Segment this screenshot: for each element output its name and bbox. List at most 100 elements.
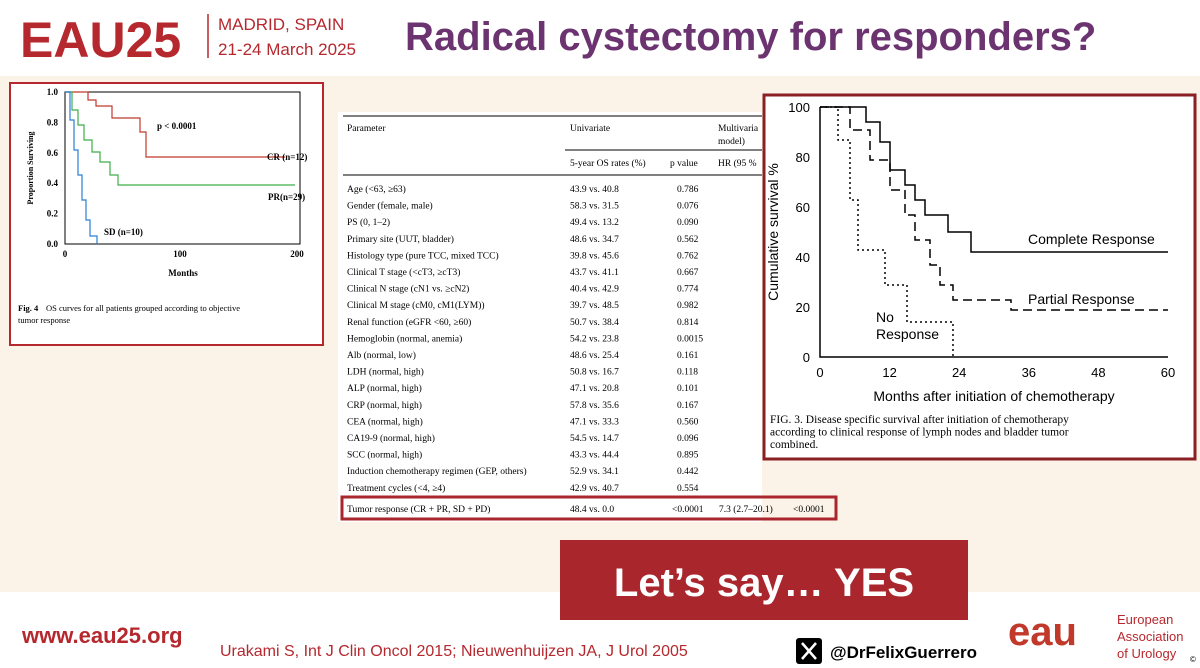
org-name: Association <box>1117 629 1183 644</box>
table-cell: 48.6 vs. 25.4 <box>570 351 619 361</box>
x-tick-label: 48 <box>1091 365 1105 380</box>
y-tick-label: 0.4 <box>47 178 59 188</box>
table-cell: 47.1 vs. 20.8 <box>570 384 619 394</box>
y-tick-label: 0.2 <box>47 209 59 219</box>
cr-curve <box>65 91 285 158</box>
y-tick-label: 0 <box>803 350 810 365</box>
table-cell: 49.4 vs. 13.2 <box>570 218 619 228</box>
table-cell: 0.667 <box>677 268 699 278</box>
table-cell: 50.8 vs. 16.7 <box>570 368 619 378</box>
table-cell-highlight: Tumor response (CR + PR, SD + PD) <box>347 504 490 515</box>
curve-label: PR(n=29) <box>268 192 305 202</box>
table-cell: 39.8 vs. 45.6 <box>570 251 619 261</box>
y-tick-label: 40 <box>796 250 810 265</box>
caption: FIG. 3. Disease specific survival after … <box>770 414 1069 426</box>
caption-label: Fig. 4 <box>18 303 39 313</box>
complete-curve <box>820 106 1168 253</box>
table-cell: Clinical N stage (cN1 vs. ≥cN2) <box>347 284 469 295</box>
x-tick-label: 200 <box>290 249 304 259</box>
x-tick-label: 60 <box>1161 365 1175 380</box>
table-cell: CRP (normal, high) <box>347 400 422 411</box>
table-cell: Age (<63, ≥63) <box>347 184 406 195</box>
table-cell: Gender (female, male) <box>347 201 433 212</box>
table-cell: 43.9 vs. 40.8 <box>570 185 619 195</box>
table-cell: 40.4 vs. 42.9 <box>570 285 619 295</box>
y-axis-label: Cumulative survival % <box>765 163 781 301</box>
curve-label: Response <box>876 326 939 342</box>
right-axes <box>819 107 1168 358</box>
x-glyph <box>801 642 817 660</box>
url: www.eau25.org <box>21 623 183 648</box>
table-cell-highlight: 7.3 (2.7–20.1) <box>719 504 773 515</box>
table-cell: 43.3 vs. 44.4 <box>570 451 619 461</box>
table-cell: Primary site (UUT, bladder) <box>347 234 454 245</box>
sd-curve <box>65 91 98 244</box>
table-cell: CEA (normal, high) <box>347 416 423 427</box>
table-cell: PS (0, 1–2) <box>347 217 390 228</box>
table-cell: 0.895 <box>677 451 699 461</box>
copyright: © <box>1190 655 1196 664</box>
table-cell: 52.9 vs. 34.1 <box>570 467 619 477</box>
table-cell: 0.118 <box>677 368 698 378</box>
table-cell: 0.774 <box>677 285 699 295</box>
table-cell: 0.554 <box>677 484 699 494</box>
table-cell: 0.814 <box>677 318 699 328</box>
slide-title: Radical cystectomy for responders? <box>405 15 1096 59</box>
y-axis-label: Proportion Surviving <box>26 132 35 205</box>
table-cell: 0.982 <box>677 301 699 311</box>
x-tick-label: 36 <box>1022 365 1036 380</box>
table-cell: 39.7 vs. 48.5 <box>570 301 619 311</box>
y-tick-label: 0.8 <box>47 117 59 127</box>
caption: combined. <box>770 439 818 451</box>
citation: Urakami S, Int J Clin Oncol 2015; Nieuwe… <box>220 643 688 660</box>
callout-box <box>560 540 968 620</box>
caption: according to clinical response of lymph … <box>770 427 1069 439</box>
table-cell: Induction chemotherapy regimen (GEP, oth… <box>347 466 527 477</box>
table-subheader: 5-year OS rates (%) <box>570 158 646 169</box>
curve-label: SD (n=10) <box>104 227 143 237</box>
table-cell: 0.161 <box>677 351 699 361</box>
table-cell: Histology type (pure TCC, mixed TCC) <box>347 250 499 261</box>
table-cell: ALP (normal, high) <box>347 383 422 394</box>
y-tick-label: 80 <box>796 150 810 165</box>
table-header: Parameter <box>347 124 386 134</box>
left-figure <box>9 82 324 346</box>
table-cell: 43.7 vs. 41.1 <box>570 268 619 278</box>
callout-text: Let’s say… YES <box>614 561 914 605</box>
table-cell: 0.562 <box>677 235 699 245</box>
table-cell: 0.442 <box>677 467 699 477</box>
no-response-curve <box>820 106 954 357</box>
table-subheader: HR (95 % <box>718 158 757 169</box>
caption: OS curves for all patients grouped accor… <box>46 303 240 313</box>
y-tick-label: 20 <box>796 300 810 315</box>
y-tick-label: 0.0 <box>47 239 59 249</box>
org-name: European <box>1117 612 1173 627</box>
partial-curve <box>820 106 1168 311</box>
header-bg <box>0 0 1200 76</box>
p-value: p < 0.0001 <box>157 121 197 131</box>
table-header: model) <box>718 136 745 147</box>
location: MADRID, SPAIN <box>218 15 344 34</box>
y-tick-label: 60 <box>796 200 810 215</box>
left-plot-frame <box>64 91 301 245</box>
table-cell: Renal function (eGFR <60, ≥60) <box>347 317 471 328</box>
table-header: Multivaria <box>718 124 759 134</box>
table-cell: 0.167 <box>677 401 699 411</box>
table-header: Univariate <box>570 124 610 134</box>
table-cell: 0.076 <box>677 202 699 212</box>
curve-label: CR (n=12) <box>267 152 307 162</box>
table-cell: CA19-9 (normal, high) <box>347 433 435 444</box>
org-logo: eau <box>1008 610 1077 654</box>
x-tick-label: 0 <box>816 365 823 380</box>
pr-curve <box>65 91 295 186</box>
table-cell: 54.5 vs. 14.7 <box>570 434 619 444</box>
curve-label: Partial Response <box>1028 291 1135 307</box>
x-axis-label: Months <box>168 268 198 278</box>
handle: @DrFelixGuerrero <box>830 643 977 662</box>
table-cell: 0.560 <box>677 417 699 427</box>
y-tick-label: 100 <box>788 100 810 115</box>
table-subheader: p value <box>670 159 698 169</box>
table-cell: 0.762 <box>677 251 699 261</box>
x-axis-label: Months after initiation of chemotherapy <box>873 388 1114 404</box>
